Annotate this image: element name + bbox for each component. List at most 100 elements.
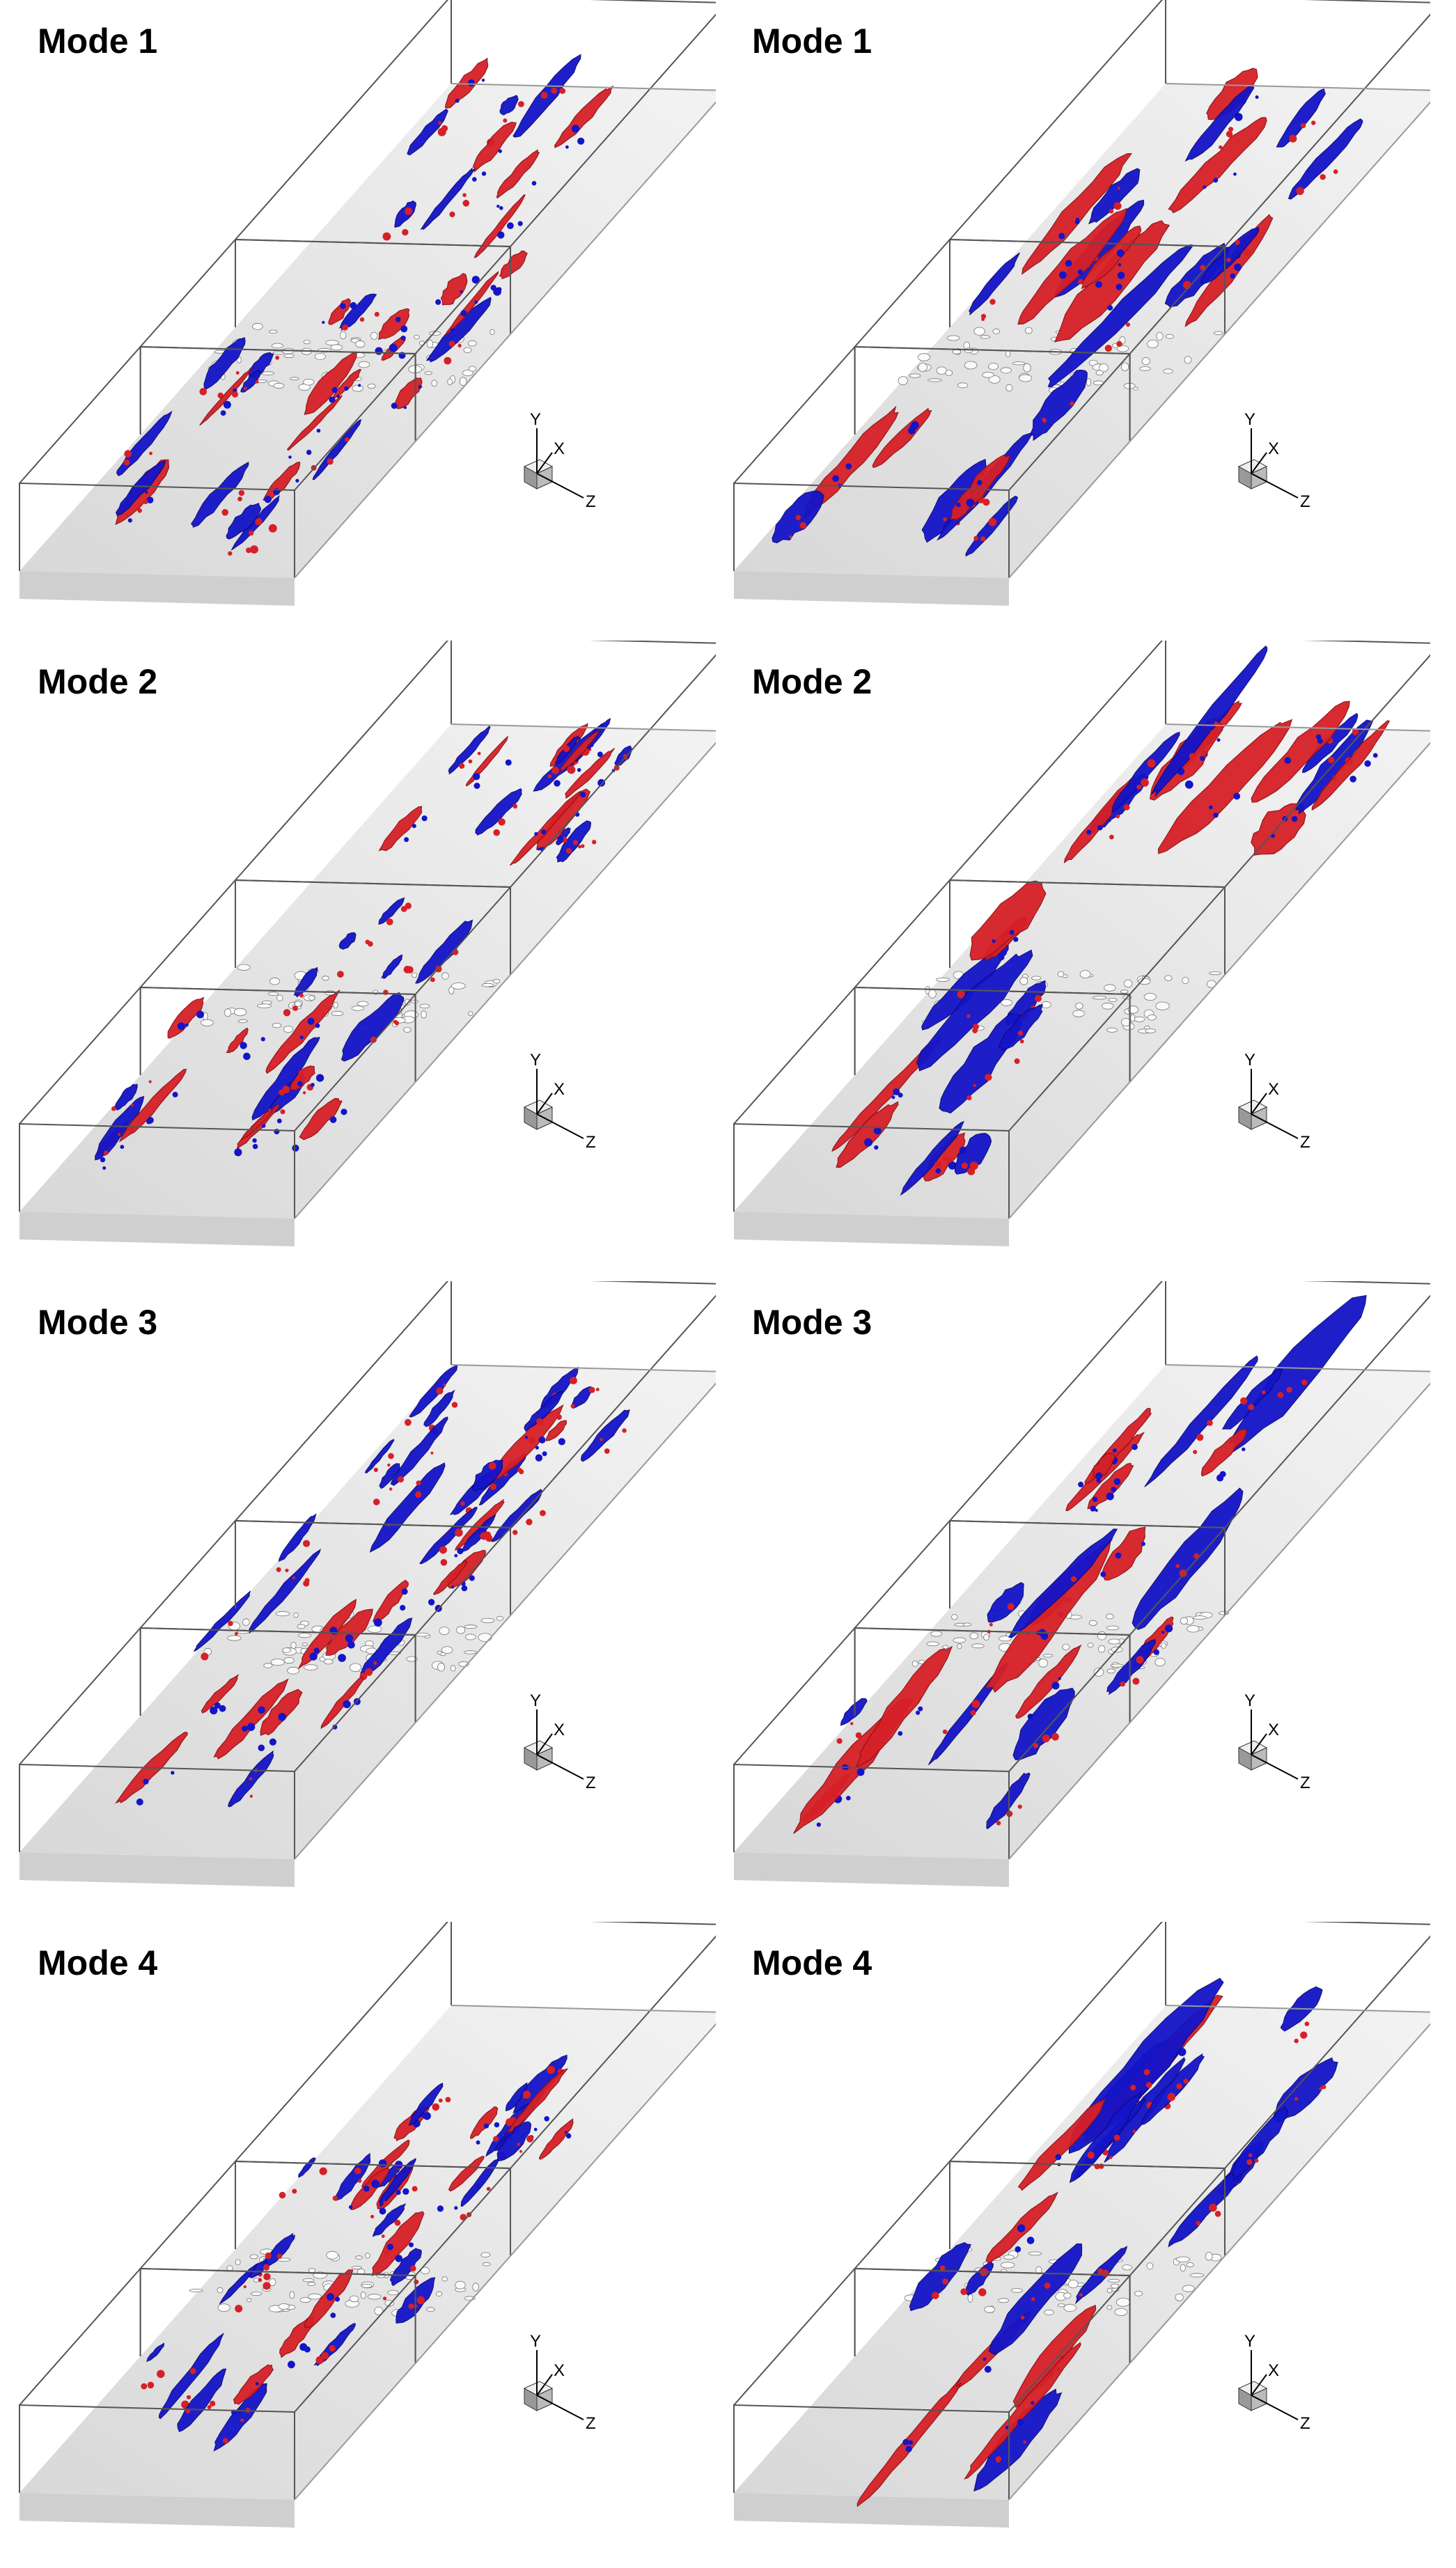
domain-frame	[1165, 0, 1430, 84]
small-structure	[1070, 1576, 1077, 1582]
small-structure	[918, 1706, 923, 1712]
small-structure	[100, 1157, 106, 1163]
small-structure	[468, 759, 473, 764]
roughness-element	[467, 1011, 473, 1016]
x-axis-line	[536, 452, 553, 474]
roughness-element	[1134, 2291, 1143, 2296]
small-structure	[554, 780, 561, 787]
small-structure	[400, 325, 408, 333]
channel-front-face	[734, 571, 1009, 606]
small-structure	[1143, 2069, 1150, 2076]
domain-frame	[854, 1627, 1131, 1723]
domain-frame	[235, 879, 511, 975]
roughness-element	[464, 1650, 477, 1654]
small-structure	[1115, 1552, 1122, 1559]
small-structure	[261, 1124, 266, 1128]
small-structure	[1033, 1743, 1039, 1748]
roughness-element	[437, 1662, 445, 1672]
roughness-element	[936, 366, 947, 375]
small-structure	[460, 290, 463, 293]
domain-frame	[294, 994, 416, 1132]
roughness-element	[1005, 384, 1013, 392]
roughness-element	[269, 2278, 276, 2287]
small-structure	[237, 496, 242, 501]
small-structure	[1372, 753, 1378, 758]
axis-triad: YX Z	[1237, 410, 1310, 511]
small-structure	[1175, 1564, 1180, 1568]
small-structure	[1203, 185, 1207, 189]
z-axis-line	[536, 1113, 584, 1139]
roughness-element	[308, 2268, 316, 2273]
roughness-element	[1107, 2278, 1120, 2283]
roughness-element	[249, 2254, 258, 2260]
small-structure	[1100, 1571, 1106, 1577]
roughness-element	[233, 1008, 247, 1017]
small-structure	[1023, 2441, 1026, 2444]
small-structure	[459, 762, 465, 769]
small-structure	[1113, 2134, 1120, 2141]
negative-structure	[394, 201, 416, 228]
small-structure	[581, 844, 585, 848]
small-structure	[332, 2195, 338, 2201]
small-structure	[948, 1161, 957, 1170]
flow-visualization: YX Z	[19, 0, 716, 606]
roughness-element	[1156, 331, 1164, 340]
small-structure	[455, 1528, 463, 1537]
small-structure	[1013, 937, 1019, 942]
small-structure	[299, 1035, 304, 1040]
small-structure	[299, 993, 304, 998]
small-structure	[102, 1166, 107, 1170]
small-structure	[622, 1428, 627, 1433]
roughness-element	[463, 347, 472, 354]
domain-frame	[451, 641, 716, 724]
negative-structure	[490, 1489, 542, 1542]
small-structure	[1316, 734, 1322, 739]
small-structure	[387, 1463, 391, 1467]
roughness-element	[909, 373, 921, 378]
roughness-element	[1057, 971, 1065, 978]
small-structure	[232, 391, 238, 398]
roughness-element	[333, 1001, 338, 1009]
small-structure	[451, 1402, 458, 1408]
small-structure	[1248, 1404, 1255, 1411]
small-structure	[1189, 753, 1196, 760]
roughness-element	[1106, 2287, 1113, 2294]
small-structure	[578, 845, 581, 849]
roughness-element	[1134, 1016, 1145, 1022]
small-structure	[1328, 756, 1335, 763]
small-structure	[563, 745, 570, 752]
positive-structure	[433, 1560, 468, 1595]
negative-structure	[251, 1037, 320, 1121]
small-structure	[252, 1138, 257, 1143]
small-structure	[243, 2285, 246, 2289]
domain-frame	[854, 345, 1131, 441]
small-structure	[1074, 219, 1080, 224]
domain-frame	[235, 1281, 449, 1521]
small-structure	[972, 1028, 978, 1033]
small-structure	[246, 547, 252, 554]
small-structure	[483, 2123, 490, 2129]
axis-triad: YX Z	[523, 1691, 596, 1792]
roughness-element	[1154, 1657, 1166, 1667]
small-structure	[992, 939, 996, 944]
small-structure	[386, 918, 393, 925]
y-axis-label: Y	[1244, 1691, 1255, 1710]
small-structure	[457, 343, 462, 347]
roughness-element	[1186, 2262, 1194, 2268]
roughness-element	[349, 1663, 362, 1673]
small-structure	[382, 2296, 387, 2301]
small-structure	[1136, 1656, 1144, 1664]
small-structure	[124, 450, 132, 457]
small-structure	[316, 428, 321, 433]
roughness-element	[250, 2292, 263, 2296]
small-structure	[977, 480, 983, 485]
small-structure	[536, 1418, 544, 1425]
roughness-element	[962, 1622, 972, 1627]
roughness-element	[1110, 1663, 1124, 1668]
roughness-element	[1147, 1014, 1157, 1021]
roughness-element	[935, 977, 950, 982]
channel-front-face	[19, 1852, 295, 1887]
small-structure	[359, 317, 365, 322]
